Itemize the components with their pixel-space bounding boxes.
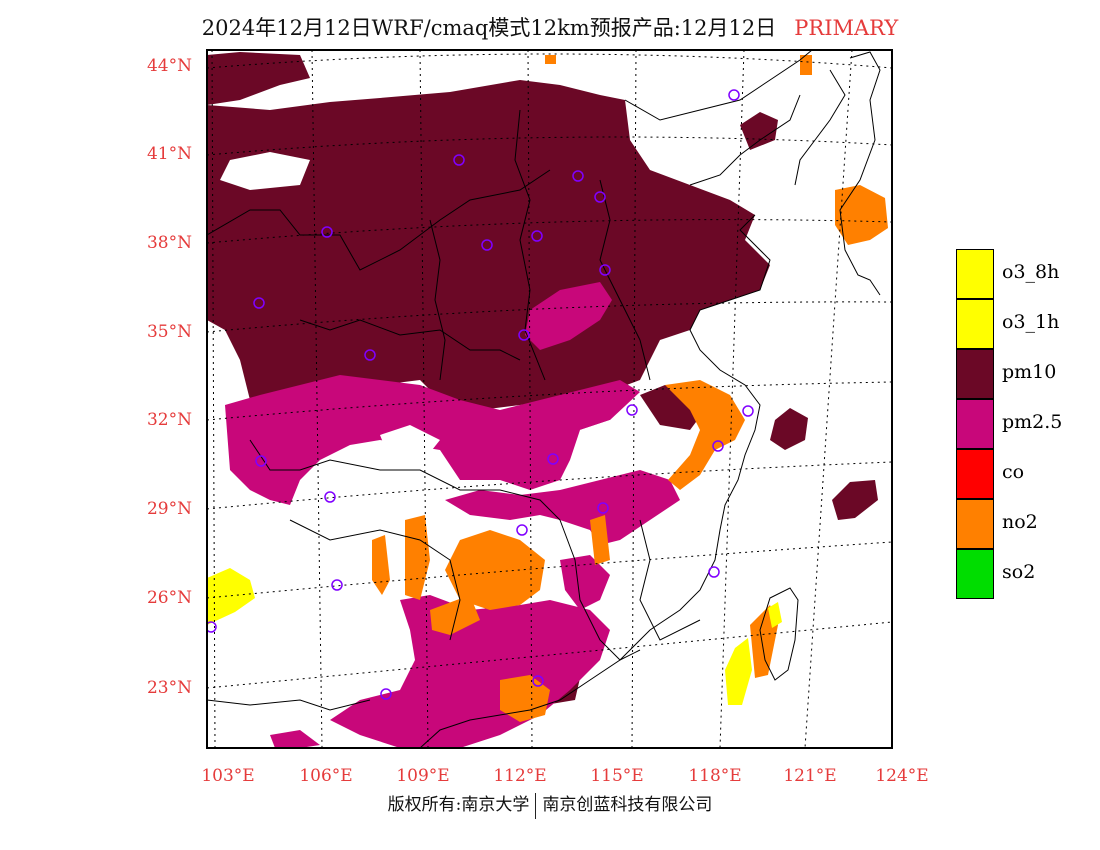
- footer-left: 版权所有:南京大学: [387, 795, 530, 815]
- no2-region: [835, 185, 888, 245]
- o3-region: [725, 638, 752, 705]
- lat-label: 29°N: [146, 499, 192, 519]
- page-title: 2024年12月12日WRF/cmaq模式12km预报产品:12月12日 PRIM…: [0, 12, 1100, 42]
- lon-label: 124°E: [875, 766, 929, 786]
- pm25-region: [525, 282, 612, 350]
- no2-region: [445, 530, 545, 610]
- legend-swatch: [956, 249, 994, 299]
- no2-region: [405, 515, 430, 600]
- pm25-region: [270, 730, 320, 748]
- legend-label: so2: [1002, 561, 1036, 583]
- lon-label: 115°E: [590, 766, 644, 786]
- copyright-footer: 版权所有:南京大学 南京创蓝科技有限公司: [0, 790, 1100, 819]
- pm10-region: [770, 408, 808, 450]
- legend-label: o3_1h: [1002, 311, 1060, 333]
- o3-region: [207, 568, 255, 625]
- no2-region: [545, 55, 556, 64]
- lat-label: 38°N: [146, 233, 192, 253]
- pm25-region: [445, 470, 680, 545]
- legend-swatch: [956, 549, 994, 599]
- lon-label: 103°E: [201, 766, 255, 786]
- footer-right: 南京创蓝科技有限公司: [542, 795, 713, 815]
- pm25-region: [560, 555, 610, 610]
- legend-label: o3_8h: [1002, 261, 1060, 283]
- legend-label: co: [1002, 461, 1025, 483]
- o3-region: [768, 602, 782, 628]
- no2-region: [500, 675, 550, 722]
- legend-swatch: [956, 299, 994, 349]
- lon-label: 106°E: [299, 766, 353, 786]
- title-tag: PRIMARY: [794, 16, 899, 40]
- no2-region: [800, 55, 812, 75]
- map-frame: [206, 49, 893, 749]
- no2-region: [665, 380, 745, 490]
- legend-label: pm10: [1002, 361, 1057, 383]
- no2-region: [372, 535, 390, 595]
- lon-label: 118°E: [688, 766, 742, 786]
- pm10-region: [207, 52, 310, 105]
- pm10-region: [207, 80, 770, 440]
- lon-label: 112°E: [493, 766, 547, 786]
- legend-swatch: [956, 499, 994, 549]
- legend-swatch: [956, 349, 994, 399]
- legend-swatch: [956, 449, 994, 499]
- lat-label: 41°N: [146, 144, 192, 164]
- legend: o3_8h o3_1h pm10 pm2.5 co no2 so2: [956, 249, 1076, 599]
- pm10-region: [740, 112, 778, 150]
- legend-label: pm2.5: [1002, 411, 1063, 433]
- legend-item-so2: so2: [956, 549, 1076, 599]
- legend-item-o3-1h: o3_1h: [956, 299, 1076, 349]
- lat-label: 26°N: [146, 588, 192, 608]
- legend-item-co: co: [956, 449, 1076, 499]
- lon-label: 109°E: [396, 766, 450, 786]
- legend-label: no2: [1002, 511, 1038, 533]
- legend-item-pm10: pm10: [956, 349, 1076, 399]
- lat-label: 32°N: [146, 410, 192, 430]
- no2-region: [750, 605, 778, 678]
- lat-label: 44°N: [146, 56, 192, 76]
- lat-label: 23°N: [146, 678, 192, 698]
- pm10-region: [832, 480, 878, 520]
- no2-region: [590, 515, 610, 565]
- legend-item-no2: no2: [956, 499, 1076, 549]
- legend-swatch: [956, 399, 994, 449]
- legend-item-pm25: pm2.5: [956, 399, 1076, 449]
- no2-region: [430, 595, 480, 635]
- legend-item-o3-8h: o3_8h: [956, 249, 1076, 299]
- lon-label: 121°E: [783, 766, 837, 786]
- lat-label: 35°N: [146, 322, 192, 342]
- title-main: 2024年12月12日WRF/cmaq模式12km预报产品:12月12日: [201, 16, 777, 40]
- footer-divider: [535, 792, 537, 819]
